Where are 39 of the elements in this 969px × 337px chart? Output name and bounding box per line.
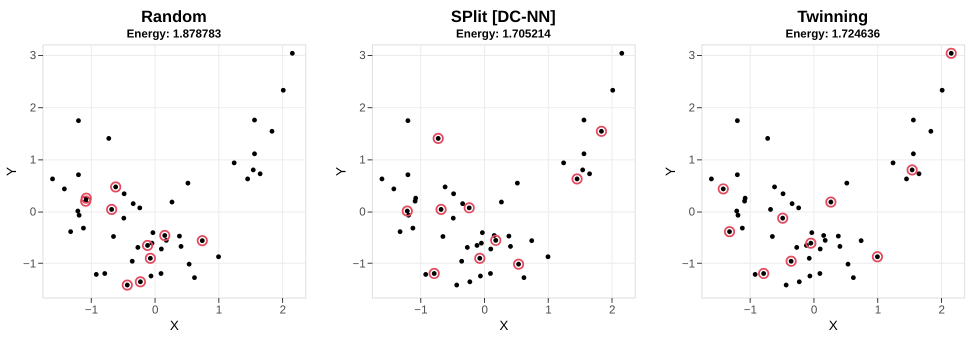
y-tick-label: 1 bbox=[30, 154, 36, 166]
x-axis-title: X bbox=[828, 318, 838, 333]
chart-subtitle: Energy: 1.724636 bbox=[785, 28, 881, 41]
x-tick-label: −1 bbox=[744, 304, 757, 316]
chart-title: Twinning bbox=[797, 8, 868, 26]
y-tick-label: 0 bbox=[359, 206, 366, 218]
y-tick-label: 3 bbox=[30, 50, 36, 62]
x-tick-label: 0 bbox=[152, 304, 158, 316]
chart-title: Random bbox=[141, 8, 207, 26]
x-axis-title: X bbox=[499, 318, 508, 333]
x-tick-label: 1 bbox=[545, 304, 552, 316]
x-tick-label: 2 bbox=[609, 304, 616, 316]
y-tick-label: 1 bbox=[359, 154, 366, 166]
y-axis-title: Y bbox=[663, 166, 678, 176]
x-axis-title: X bbox=[170, 318, 179, 333]
x-tick-label: 0 bbox=[481, 304, 488, 316]
y-tick-label: 0 bbox=[30, 206, 36, 218]
chart-subtitle: Energy: 1.878783 bbox=[126, 28, 222, 41]
chart-subtitle: Energy: 1.705214 bbox=[456, 28, 552, 41]
y-tick-label: 2 bbox=[359, 102, 366, 114]
y-tick-label: 0 bbox=[688, 206, 696, 218]
x-tick-label: 1 bbox=[216, 304, 222, 316]
y-tick-label: −1 bbox=[682, 258, 696, 271]
x-tick-label: 0 bbox=[810, 304, 818, 316]
x-tick-label: 1 bbox=[874, 304, 882, 316]
y-tick-label: 1 bbox=[688, 154, 696, 166]
y-axis-title: Y bbox=[334, 166, 349, 176]
y-tick-label: 2 bbox=[688, 102, 696, 114]
chart-title: SPlit [DC-NN] bbox=[450, 8, 556, 26]
y-tick-label: 2 bbox=[30, 102, 36, 114]
x-tick-label: 2 bbox=[280, 304, 286, 316]
x-tick-label: 2 bbox=[938, 304, 945, 316]
y-tick-label: 3 bbox=[359, 50, 366, 62]
y-tick-label: −1 bbox=[352, 258, 366, 271]
y-tick-label: −1 bbox=[23, 258, 36, 271]
x-tick-label: −1 bbox=[414, 304, 428, 316]
x-tick-label: −1 bbox=[84, 304, 98, 316]
y-axis-title: Y bbox=[4, 166, 20, 176]
y-tick-label: 3 bbox=[688, 50, 696, 62]
